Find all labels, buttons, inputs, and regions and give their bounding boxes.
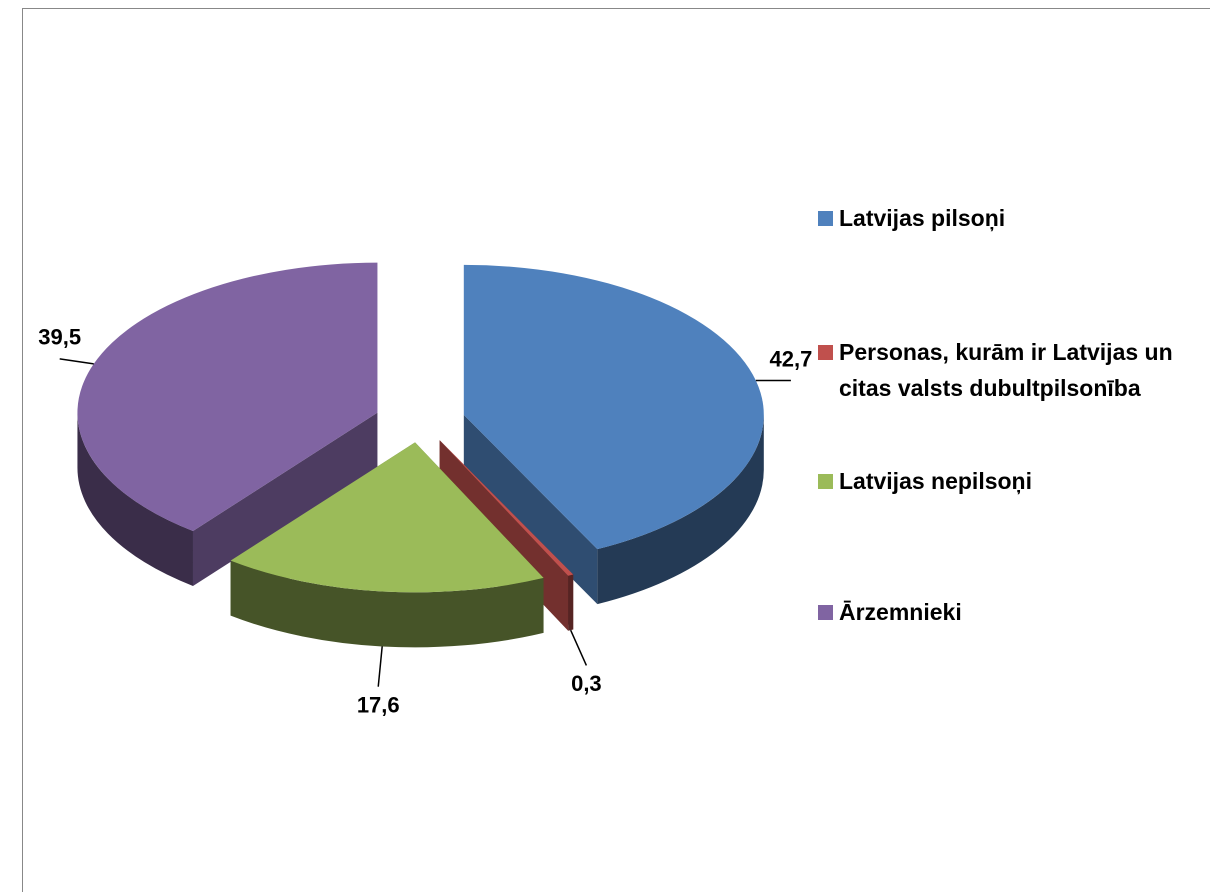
legend-swatch	[818, 345, 833, 360]
legend-label: Latvijas nepilsoņi	[839, 468, 1032, 494]
legend-label: Latvijas pilsoņi	[839, 205, 1006, 231]
value-labels: 42,7 0,3 17,6 39,5	[38, 325, 812, 718]
pie-slice	[230, 442, 544, 593]
slice-wall	[230, 560, 544, 648]
value-label: 39,5	[38, 325, 81, 350]
legend-item: Latvijas pilsoņi	[818, 200, 1203, 236]
legend-item: Ārzemnieki	[818, 594, 1203, 630]
pie-slice	[463, 264, 764, 550]
pie-slice	[77, 262, 378, 531]
legend-swatch	[818, 474, 833, 489]
legend-item: Personas, kurām ir Latvijas un citas val…	[818, 334, 1203, 406]
slice-wall	[568, 574, 574, 631]
value-label: 17,6	[357, 692, 400, 717]
slice-tops	[77, 262, 764, 593]
legend-swatch	[818, 211, 833, 226]
chart-border	[22, 8, 1210, 892]
slice-wall	[597, 414, 764, 605]
leader-line	[569, 629, 588, 666]
legend-label: Ārzemnieki	[839, 599, 962, 625]
pie-slice	[439, 440, 574, 576]
slice-wall	[77, 412, 193, 586]
legend-item: Latvijas nepilsoņi	[818, 463, 1203, 499]
legend-label: Personas, kurām ir Latvijas un citas val…	[839, 339, 1173, 401]
value-label: 0,3	[571, 671, 602, 696]
leader-line	[377, 646, 383, 687]
slice-face	[463, 414, 598, 605]
leader-line	[59, 358, 94, 365]
legend-swatch	[818, 605, 833, 620]
value-label: 42,7	[769, 346, 812, 371]
slice-face	[192, 412, 378, 586]
